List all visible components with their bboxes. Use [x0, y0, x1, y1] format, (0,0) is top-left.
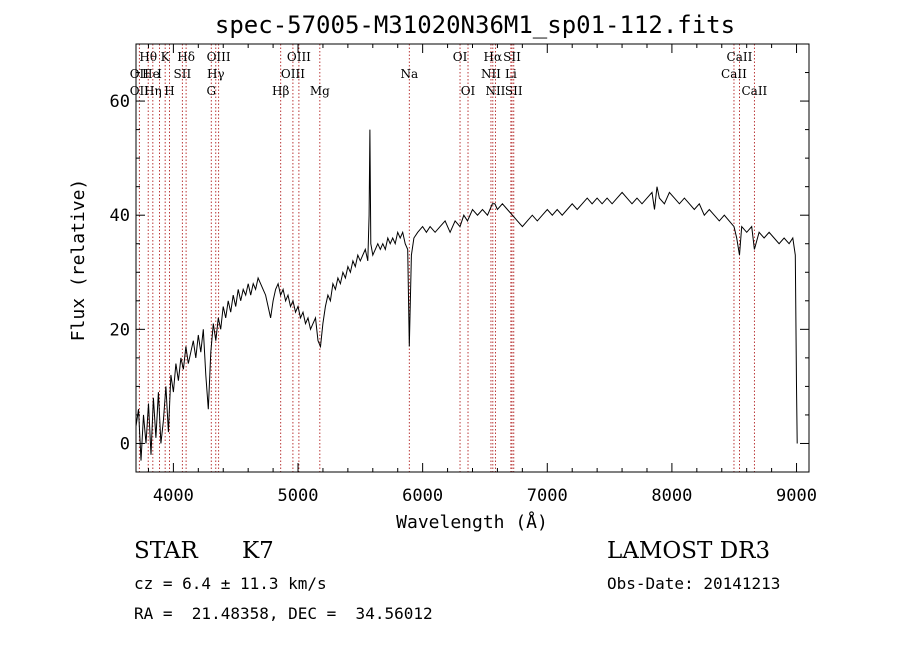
emission-line-label: SII	[505, 84, 523, 98]
chart-title: spec-57005-M31020N36M1_sp01-112.fits	[215, 11, 735, 39]
emission-line-label: OIII	[207, 50, 231, 64]
x-tick-label: 8000	[651, 486, 692, 506]
emission-line-label: Li	[505, 67, 517, 81]
axis-ticks	[136, 43, 809, 473]
observation-date: Obs-Date: 20141213	[607, 574, 781, 593]
emission-line-label: OI	[461, 84, 476, 98]
emission-line-label: OIII	[287, 50, 311, 64]
x-tick-label: 9000	[776, 486, 817, 506]
emission-line-label: K	[161, 50, 171, 64]
emission-line-label: He	[142, 67, 160, 81]
emission-line-label: Hδ	[177, 50, 195, 64]
emission-line-label: H	[164, 84, 174, 98]
emission-line-label: SII	[503, 50, 521, 64]
emission-line-label: CaII	[741, 84, 767, 98]
x-axis-label: Wavelength (Å)	[396, 511, 548, 533]
emission-line-label: OII	[130, 67, 150, 81]
y-tick-label: 60	[110, 92, 130, 112]
axis-tick-labels: 4000 5000 6000 7000 8000 9000 0 20 40 60	[110, 92, 817, 506]
survey-name: LAMOST DR3	[607, 538, 771, 564]
spectrum-line	[135, 129, 798, 461]
emission-line-label: Hγ	[207, 67, 225, 81]
emission-line-label: Hθ	[139, 50, 157, 64]
emission-line-label: CaII	[727, 50, 753, 64]
object-subclass: K7	[242, 538, 274, 564]
emission-line-label: OII	[130, 84, 150, 98]
redshift-velocity: cz = 6.4 ± 11.3 km/s	[134, 574, 327, 593]
emission-line-label: I	[157, 67, 162, 81]
object-class: STAR	[134, 538, 198, 564]
y-tick-label: 20	[110, 320, 130, 340]
emission-line-label: SII	[174, 67, 192, 81]
sky-coordinates: RA = 21.48358, DEC = 34.56012	[134, 604, 433, 623]
emission-line-label: G	[206, 84, 216, 98]
emission-line-markers	[138, 44, 755, 472]
emission-line-label: Hα	[484, 50, 503, 64]
y-tick-label: 40	[110, 206, 130, 226]
emission-line-label: Hη	[144, 84, 162, 98]
x-tick-label: 7000	[527, 486, 568, 506]
x-tick-label: 4000	[153, 486, 194, 506]
emission-line-label: NII	[485, 84, 505, 98]
y-tick-label: 0	[120, 434, 130, 454]
x-tick-label: 5000	[278, 486, 319, 506]
emission-line-label: CaII	[721, 67, 747, 81]
emission-line-label: NII	[481, 67, 501, 81]
emission-line-label: OI	[453, 50, 468, 64]
emission-line-label: Mg	[310, 84, 330, 98]
emission-line-label: Na	[400, 67, 418, 81]
plot-frame	[135, 43, 810, 473]
emission-line-label: OIII	[281, 67, 305, 81]
x-tick-label: 6000	[402, 486, 443, 506]
y-axis-label: Flux (relative)	[68, 179, 89, 342]
emission-line-label: Hβ	[272, 84, 289, 98]
